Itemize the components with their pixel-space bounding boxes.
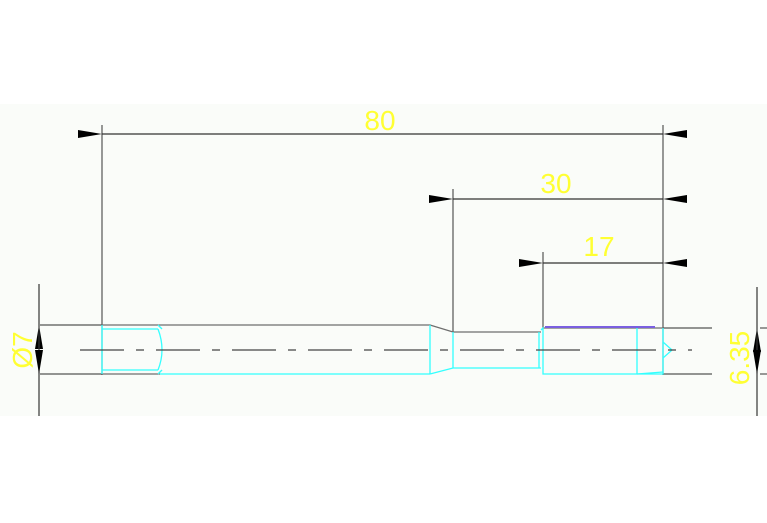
dim-30-text: 30 xyxy=(540,168,571,199)
dim-17-text: 17 xyxy=(583,231,614,262)
shaft-outline xyxy=(101,324,673,375)
dim-d7-text: Ø7 xyxy=(7,331,38,368)
dimension-lines xyxy=(35,130,761,416)
dim-635-text: 6.35 xyxy=(724,331,755,386)
drawing-band xyxy=(0,104,767,416)
dim-80-text: 80 xyxy=(364,105,395,136)
